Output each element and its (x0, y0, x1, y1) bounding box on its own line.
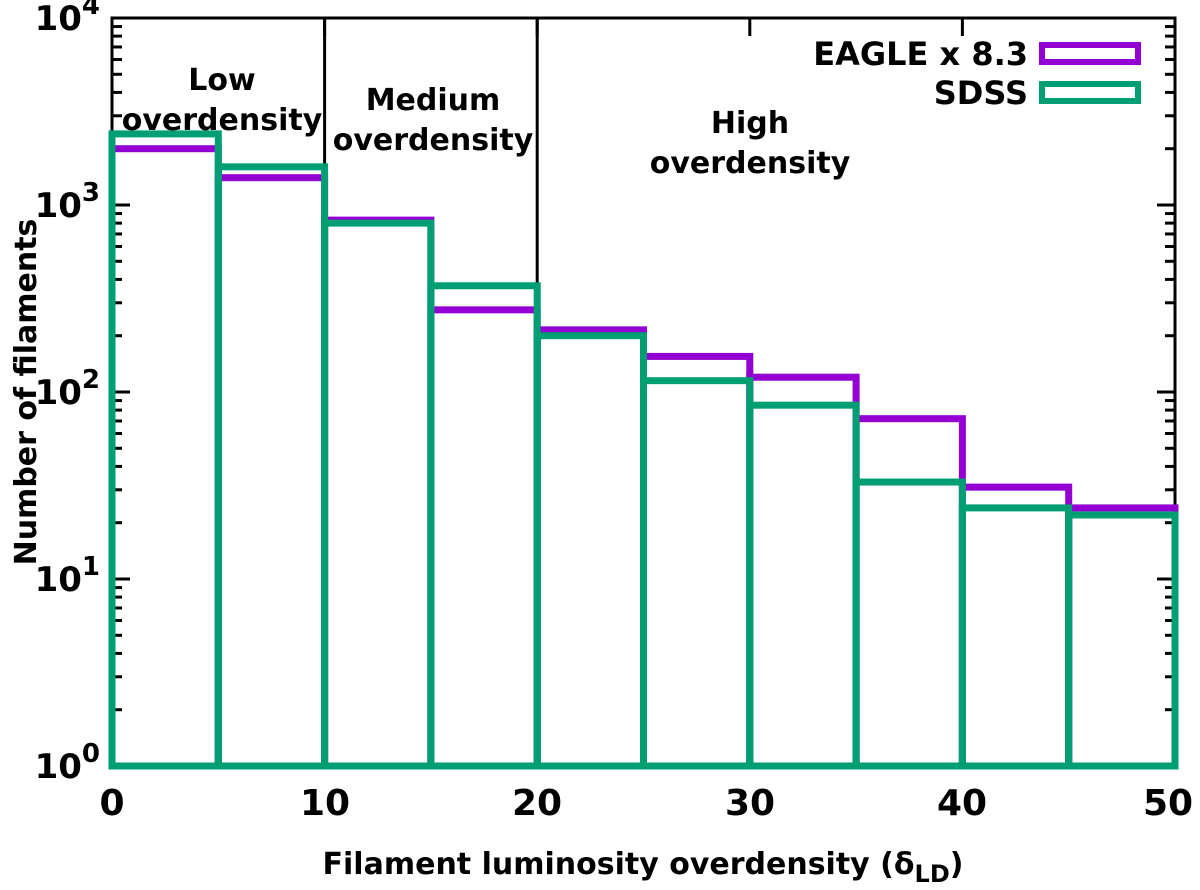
x-tick-50: 50 (1143, 783, 1193, 824)
x-tick-30: 30 (725, 783, 775, 824)
histogram-box-eagle-x-8-3 (852, 415, 966, 770)
histogram-bars (108, 130, 1179, 770)
histogram-box-eagle-x-8-3 (321, 216, 435, 770)
legend-swatch-sdss (1039, 81, 1141, 104)
annotation-low-overdensity: Low overdensity (122, 63, 323, 138)
x-tick-10: 10 (300, 783, 350, 824)
histogram-box-sdss (427, 282, 541, 770)
region-annotations: Low overdensity Medium overdensity High ove… (122, 63, 851, 181)
x-tick-40: 40 (937, 783, 987, 824)
histogram-box-sdss (640, 377, 754, 770)
y-axis-title: Number of filaments (9, 219, 44, 566)
histogram-box-eagle-x-8-3 (427, 306, 541, 770)
legend-label-eagle: EAGLE x 8.3 (813, 35, 1028, 73)
histogram-box-eagle-x-8-3 (108, 145, 222, 770)
legend-swatch-eagle (1039, 42, 1141, 65)
y-tick-1e4: 104 (35, 0, 100, 39)
histogram-box-sdss (958, 504, 1073, 770)
histogram-box-sdss (321, 219, 435, 770)
histogram-box-sdss (852, 478, 966, 770)
histogram-box-eagle-x-8-3 (214, 174, 329, 770)
y-tick-1e2: 102 (35, 365, 100, 413)
histogram-box-eagle-x-8-3 (958, 483, 1073, 770)
histogram-box-sdss (108, 130, 222, 770)
y-tick-1e1: 101 (35, 552, 100, 600)
histogram-box-eagle-x-8-3 (1065, 504, 1179, 770)
x-axis-title: Filament luminosity overdensity (δLD) (323, 847, 964, 888)
histogram-box-sdss (214, 163, 329, 770)
histogram-box-sdss (533, 332, 648, 770)
annotation-high-overdensity: High overdensity (650, 106, 851, 181)
region-divider-lines (323, 18, 539, 286)
legend: EAGLE x 8.3 SDSS (813, 35, 1141, 112)
histogram-box-eagle-x-8-3 (640, 352, 754, 770)
x-tick-0: 0 (99, 783, 124, 824)
x-tick-20: 20 (512, 783, 562, 824)
histogram-box-eagle-x-8-3 (746, 373, 860, 770)
histogram-box-sdss (746, 401, 860, 770)
histogram-box-sdss (1065, 511, 1179, 770)
y-tick-1e3: 103 (35, 178, 100, 226)
annotation-medium-overdensity: Medium overdensity (333, 83, 534, 158)
y-axis-tick-labels: 100 101 102 103 104 (35, 0, 100, 787)
y-tick-1e0: 100 (35, 739, 100, 787)
x-axis-tick-labels: 0 10 20 30 40 50 (99, 783, 1193, 824)
legend-label-sdss: SDSS (934, 74, 1028, 112)
histogram-box-eagle-x-8-3 (533, 326, 648, 770)
